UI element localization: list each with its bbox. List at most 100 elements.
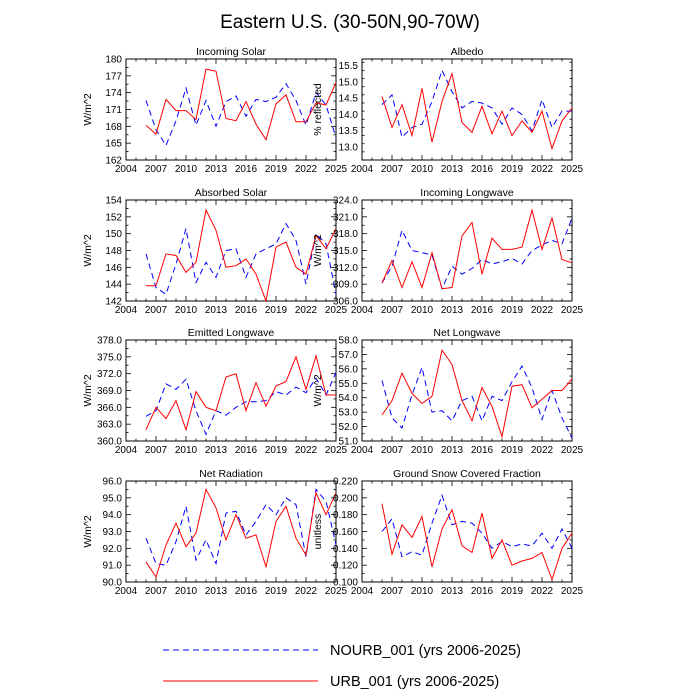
- legend: NOURB_001 (yrs 2006-2025) URB_001 (yrs 2…: [163, 643, 521, 690]
- x-tick-label: 2007: [145, 586, 168, 597]
- legend-label-urb: URB_001 (yrs 2006-2025): [330, 674, 499, 690]
- legend-label-nourb: NOURB_001 (yrs 2006-2025): [330, 643, 521, 659]
- y-tick-label: 14.0: [339, 110, 359, 121]
- x-tick-label: 2007: [145, 445, 168, 456]
- x-tick-label: 2025: [325, 586, 348, 597]
- x-tick-label: 2019: [501, 586, 524, 597]
- x-tick-label: 2004: [115, 305, 138, 316]
- plot-frame: [361, 58, 573, 161]
- x-tick-label: 2007: [381, 445, 404, 456]
- panel-title: Emitted Longwave: [188, 327, 275, 339]
- y-tick-label: 13.5: [339, 126, 359, 137]
- x-tick-label: 2007: [381, 305, 404, 316]
- x-tick-label: 2013: [205, 586, 228, 597]
- y-tick-label: 372.0: [97, 369, 122, 380]
- series-line-nourb-001: [381, 493, 573, 558]
- panel-net-longwave: Net Longwave 2004 2007 2010 2013 2016 2019 2022…: [312, 327, 584, 456]
- plot-frame: [125, 58, 337, 161]
- x-tick-label: 2022: [531, 164, 554, 175]
- y-axis-label: % reflected: [312, 83, 324, 136]
- panel-incoming-solar: Incoming Solar 2004 2007 2010 2013 2016 2019 20…: [82, 46, 348, 175]
- y-tick-label: 174: [105, 88, 122, 99]
- x-tick-label: 2022: [295, 445, 318, 456]
- y-tick-label: 0.140: [333, 544, 358, 555]
- y-tick-label: 148: [105, 246, 122, 257]
- x-tick-label: 2025: [325, 305, 348, 316]
- x-tick-label: 2004: [351, 445, 374, 456]
- y-tick-label: 0.180: [333, 510, 358, 521]
- y-tick-label: 150: [105, 229, 122, 240]
- series-line-urb-001: [381, 71, 573, 151]
- y-tick-label: 306.0: [333, 297, 358, 308]
- x-tick-label: 2010: [411, 586, 434, 597]
- panel-incoming-longwave: Incoming Longwave 2004 2007 2010 2013 2016 201…: [312, 187, 584, 316]
- x-tick-label: 2022: [531, 305, 554, 316]
- y-tick-label: 55.0: [339, 379, 359, 390]
- y-tick-label: 309.0: [333, 280, 358, 291]
- panel-title: Ground Snow Covered Fraction: [393, 468, 541, 480]
- series-line-urb-001: [145, 487, 337, 579]
- x-tick-label: 2022: [295, 586, 318, 597]
- x-tick-label: 2013: [441, 586, 464, 597]
- x-tick-label: 2016: [235, 586, 258, 597]
- series-line-urb-001: [146, 208, 337, 303]
- x-tick-label: 2019: [265, 164, 288, 175]
- y-tick-label: 162: [105, 156, 122, 167]
- panel-absorbed-solar: Absorbed Solar 2004 2007 2010 2013 2016 2019 20…: [82, 187, 348, 316]
- x-tick-label: 2007: [145, 164, 168, 175]
- x-tick-label: 2025: [561, 445, 584, 456]
- panel-title: Absorbed Solar: [195, 187, 268, 199]
- x-tick-label: 2016: [235, 305, 258, 316]
- x-tick-label: 2007: [381, 586, 404, 597]
- x-tick-label: 2016: [235, 164, 258, 175]
- x-tick-label: 2022: [295, 305, 318, 316]
- x-tick-label: 2025: [561, 305, 584, 316]
- x-tick-label: 2010: [411, 164, 434, 175]
- y-tick-label: 168: [105, 122, 122, 133]
- x-tick-label: 2004: [351, 164, 374, 175]
- panel-title: Albedo: [451, 46, 484, 58]
- y-tick-label: 57.0: [339, 350, 359, 361]
- panel-title: Net Longwave: [433, 327, 500, 339]
- y-tick-label: 375.0: [97, 352, 122, 363]
- x-tick-label: 2004: [351, 305, 374, 316]
- x-tick-label: 2019: [501, 164, 524, 175]
- panel-title: Incoming Longwave: [420, 187, 514, 199]
- x-tick-label: 2013: [441, 445, 464, 456]
- y-tick-label: 0.160: [333, 527, 358, 538]
- x-tick-label: 2016: [471, 164, 494, 175]
- series-line-nourb-001: [145, 372, 337, 436]
- x-tick-label: 2004: [351, 586, 374, 597]
- y-tick-label: 360.0: [97, 437, 122, 448]
- x-tick-label: 2013: [205, 445, 228, 456]
- x-tick-label: 2004: [115, 586, 138, 597]
- x-tick-label: 2010: [175, 586, 198, 597]
- y-tick-label: 0.220: [333, 477, 358, 488]
- x-tick-label: 2022: [531, 445, 554, 456]
- series-line-nourb-001: [381, 217, 573, 291]
- y-axis-label: W/m^2: [312, 234, 324, 267]
- x-tick-label: 2013: [441, 305, 464, 316]
- y-tick-label: 142: [105, 297, 122, 308]
- panel-ground-snow-covered-fraction: Ground Snow Covered Fraction 2004 2007 2010…: [312, 468, 584, 597]
- y-tick-label: 92.0: [103, 544, 123, 555]
- y-tick-label: 312.0: [333, 263, 358, 274]
- x-tick-label: 2007: [145, 305, 168, 316]
- x-tick-label: 2019: [501, 305, 524, 316]
- x-tick-label: 2016: [471, 445, 494, 456]
- x-tick-label: 2019: [265, 305, 288, 316]
- y-axis-label: W/m^2: [82, 234, 94, 267]
- y-axis-label: W/m^2: [82, 515, 94, 548]
- series-line-nourb-001: [145, 222, 337, 296]
- x-tick-label: 2013: [205, 164, 228, 175]
- y-tick-label: 54.0: [339, 393, 359, 404]
- x-tick-label: 2010: [175, 305, 198, 316]
- x-tick-label: 2025: [561, 164, 584, 175]
- y-tick-label: 363.0: [97, 420, 122, 431]
- y-tick-label: 52.0: [339, 422, 359, 433]
- y-tick-label: 152: [105, 212, 122, 223]
- x-tick-label: 2010: [411, 445, 434, 456]
- plot-frame: [361, 199, 573, 302]
- y-tick-label: 13.0: [339, 142, 359, 153]
- y-axis-label: unitless: [312, 514, 324, 550]
